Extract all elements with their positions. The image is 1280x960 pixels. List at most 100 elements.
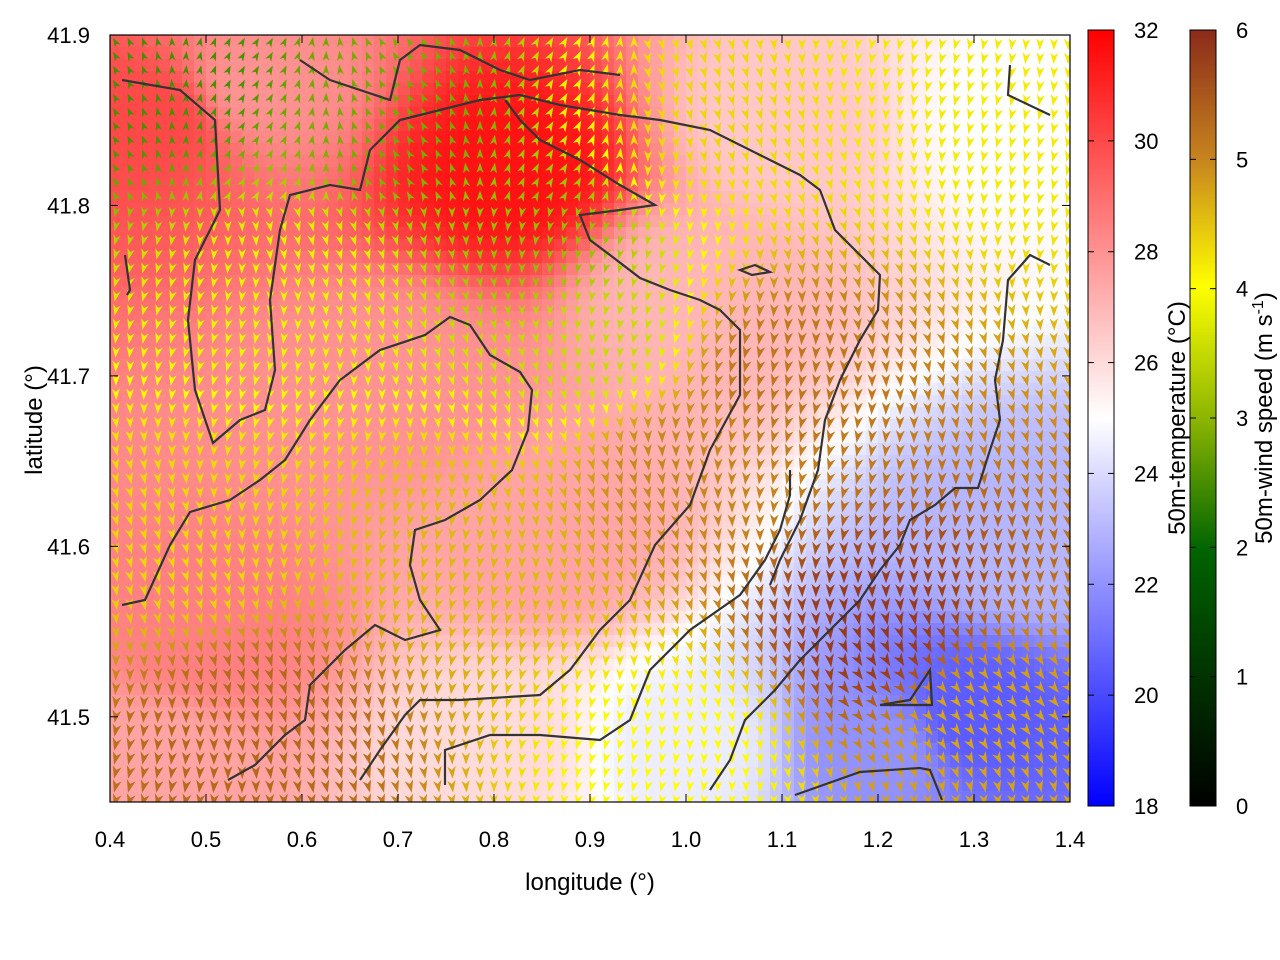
temperature-cell <box>362 227 375 240</box>
temperature-cell <box>506 239 519 252</box>
temperature-cell <box>470 359 483 372</box>
temperature-cell <box>902 71 915 84</box>
temperature-cell <box>326 95 339 108</box>
temperature-cell <box>962 155 975 168</box>
temperature-cell <box>518 215 531 228</box>
temperature-cell <box>1034 35 1047 48</box>
temperature-cell <box>338 107 351 120</box>
temperature-cell <box>530 287 543 300</box>
temperature-cell <box>986 323 999 336</box>
temperature-cell <box>542 311 555 324</box>
temperature-cell <box>914 203 927 216</box>
temperature-cell <box>578 179 591 192</box>
temperature-cell <box>914 251 927 264</box>
temperature-cell <box>938 311 951 324</box>
temperature-cell <box>122 323 135 336</box>
temperature-cell <box>218 227 231 240</box>
temperature-cell <box>554 191 567 204</box>
temperature-cell <box>578 299 591 312</box>
temperature-cell <box>482 263 495 276</box>
temperature-cell <box>122 59 135 72</box>
temperature-cell <box>698 299 711 312</box>
temperature-cell <box>374 239 387 252</box>
temperature-cell <box>1034 155 1047 168</box>
temperature-cell <box>230 191 243 204</box>
temperature-cell <box>242 203 255 216</box>
temperature-cell <box>158 143 171 156</box>
temperature-cell <box>170 311 183 324</box>
temperature-cell <box>494 335 507 348</box>
temperature-cell <box>110 47 123 60</box>
temperature-cell <box>578 323 591 336</box>
temperature-cell <box>866 35 879 48</box>
temperature-cell <box>446 323 459 336</box>
temperature-cell <box>146 263 159 276</box>
temperature-cell <box>242 71 255 84</box>
temperature-cell <box>494 287 507 300</box>
temperature-cell <box>662 383 675 396</box>
temperature-cell <box>110 59 123 72</box>
temperature-cell <box>902 155 915 168</box>
temperature-cell <box>410 299 423 312</box>
temperature-cell <box>914 227 927 240</box>
temperature-cell <box>986 251 999 264</box>
temperature-cell <box>902 311 915 324</box>
temperature-cell <box>962 767 975 780</box>
temperature-cell <box>662 227 675 240</box>
temperature-cell <box>830 47 843 60</box>
temperature-cell <box>686 71 699 84</box>
temperature-cell <box>482 107 495 120</box>
temperature-cell <box>914 347 927 360</box>
temperature-cell <box>518 239 531 252</box>
temperature-cell <box>746 83 759 96</box>
temperature-cell <box>830 95 843 108</box>
temperature-cell <box>950 131 963 144</box>
temperature-cell <box>314 275 327 288</box>
temperature-cell <box>722 395 735 408</box>
temperature-cell <box>290 35 303 48</box>
temperature-cell <box>278 239 291 252</box>
temperature-cell <box>326 227 339 240</box>
temperature-cell <box>410 287 423 300</box>
temperature-cell <box>878 143 891 156</box>
temperature-cell <box>110 143 123 156</box>
temperature-cell <box>398 287 411 300</box>
temperature-cell <box>866 227 879 240</box>
temperature-cell <box>362 311 375 324</box>
temperature-cell <box>578 359 591 372</box>
temperature-cell <box>314 371 327 384</box>
temperature-cell <box>290 179 303 192</box>
temperature-cell <box>278 383 291 396</box>
temperature-cell <box>830 431 843 444</box>
temperature-cell <box>746 407 759 420</box>
temperature-cell <box>914 119 927 132</box>
temperature-cell <box>314 335 327 348</box>
temperature-cell <box>458 227 471 240</box>
temperature-cell <box>242 215 255 228</box>
temperature-cell <box>230 59 243 72</box>
temperature-cell <box>914 167 927 180</box>
temperature-cell <box>698 239 711 252</box>
temperature-cell <box>818 371 831 384</box>
temperature-cell <box>662 47 675 60</box>
temperature-cell <box>902 203 915 216</box>
temperature-cell <box>914 95 927 108</box>
temperature-cell <box>254 155 267 168</box>
temperature-cell <box>746 47 759 60</box>
temperature-cell <box>578 59 591 72</box>
temperature-cell <box>398 263 411 276</box>
temperature-cell <box>698 203 711 216</box>
temperature-cell <box>662 95 675 108</box>
temperature-cell <box>638 311 651 324</box>
temperature-cell <box>818 155 831 168</box>
temperature-cell <box>602 155 615 168</box>
temperature-cell <box>206 311 219 324</box>
temperature-cell <box>314 155 327 168</box>
temperature-cell <box>518 167 531 180</box>
temperature-cell <box>902 335 915 348</box>
temperature-cell <box>674 239 687 252</box>
temperature-cell <box>986 239 999 252</box>
temperature-cell <box>530 227 543 240</box>
temperature-cell <box>914 383 927 396</box>
temperature-cell <box>950 203 963 216</box>
